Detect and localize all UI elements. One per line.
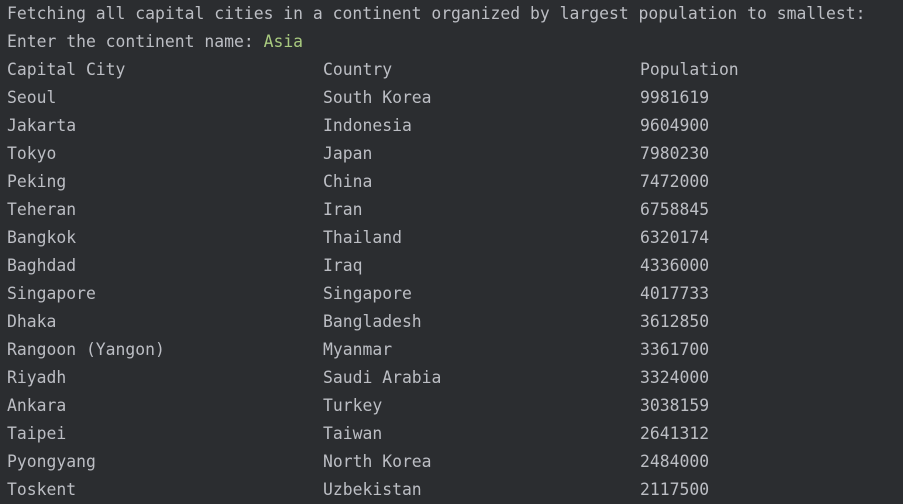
country-cell: Bangladesh [323, 312, 422, 331]
country-cell: Turkey [323, 396, 383, 415]
population-cell: 4336000 [640, 256, 710, 275]
population-cell: 4017733 [640, 284, 710, 303]
table-row: Jakarta Indonesia 9604900 [7, 112, 903, 140]
table-row: Ankara Turkey 3038159 [7, 392, 903, 420]
population-cell: 3612850 [640, 312, 710, 331]
capital-city-cell: Baghdad [7, 256, 77, 275]
country-cell: Uzbekistan [323, 480, 422, 499]
table-row: Baghdad Iraq 4336000 [7, 252, 903, 280]
country-cell: North Korea [323, 452, 432, 471]
table-row: Singapore Singapore 4017733 [7, 280, 903, 308]
column-header-country: Country [323, 60, 393, 79]
population-cell: 6320174 [640, 228, 710, 247]
population-cell: 9981619 [640, 88, 710, 107]
population-cell: 2117500 [640, 480, 710, 499]
country-cell: Iran [323, 200, 363, 219]
population-cell: 3324000 [640, 368, 710, 387]
prompt-line: Enter the continent name: Asia [7, 28, 903, 56]
capital-city-cell: Dhaka [7, 312, 57, 331]
capital-city-cell: Bangkok [7, 228, 77, 247]
population-cell: 6758845 [640, 200, 710, 219]
population-cell: 3038159 [640, 396, 710, 415]
country-cell: Iraq [323, 256, 363, 275]
population-cell: 2641312 [640, 424, 710, 443]
population-cell: 9604900 [640, 116, 710, 135]
capital-city-cell: Taipei [7, 424, 67, 443]
capital-city-cell: Riyadh [7, 368, 67, 387]
population-cell: 7472000 [640, 172, 710, 191]
country-cell: South Korea [323, 88, 432, 107]
capital-city-cell: Seoul [7, 88, 57, 107]
result-rows: Seoul South Korea 9981619 Jakarta Indonesia 9… [7, 84, 903, 504]
table-row: Dhaka Bangladesh 3612850 [7, 308, 903, 336]
country-cell: Myanmar [323, 340, 393, 359]
capital-city-cell: Jakarta [7, 116, 77, 135]
table-row: Pyongyang North Korea 2484000 [7, 448, 903, 476]
column-header-row: Capital City Country Population [7, 56, 903, 84]
table-row: Taipei Taiwan 2641312 [7, 420, 903, 448]
capital-city-cell: Peking [7, 172, 67, 191]
capital-city-cell: Pyongyang [7, 452, 96, 471]
table-row: Bangkok Thailand 6320174 [7, 224, 903, 252]
prompt-text: Enter the continent name: [7, 32, 264, 51]
capital-city-cell: Tokyo [7, 144, 57, 163]
country-cell: China [323, 172, 373, 191]
table-row: Riyadh Saudi Arabia 3324000 [7, 364, 903, 392]
table-row: Teheran Iran 6758845 [7, 196, 903, 224]
country-cell: Saudi Arabia [323, 368, 442, 387]
capital-city-cell: Singapore [7, 284, 96, 303]
capital-city-cell: Toskent [7, 480, 77, 499]
table-row: Toskent Uzbekistan 2117500 [7, 476, 903, 504]
country-cell: Thailand [323, 228, 402, 247]
country-cell: Taiwan [323, 424, 383, 443]
capital-city-cell: Ankara [7, 396, 67, 415]
population-cell: 7980230 [640, 144, 710, 163]
capital-city-cell: Rangoon (Yangon) [7, 340, 165, 359]
table-row: Rangoon (Yangon) Myanmar 3361700 [7, 336, 903, 364]
table-row: Peking China 7472000 [7, 168, 903, 196]
table-row: Seoul South Korea 9981619 [7, 84, 903, 112]
column-header-capital-city: Capital City [7, 60, 126, 79]
country-cell: Japan [323, 144, 373, 163]
table-row: Tokyo Japan 7980230 [7, 140, 903, 168]
header-line: Fetching all capital cities in a contine… [7, 4, 866, 23]
country-cell: Singapore [323, 284, 412, 303]
user-input-value: Asia [263, 32, 304, 51]
capital-city-cell: Teheran [7, 200, 77, 219]
population-cell: 3361700 [640, 340, 710, 359]
population-cell: 2484000 [640, 452, 710, 471]
country-cell: Indonesia [323, 116, 412, 135]
column-header-population: Population [640, 60, 739, 79]
console-output[interactable]: Fetching all capital cities in a contine… [7, 0, 903, 503]
